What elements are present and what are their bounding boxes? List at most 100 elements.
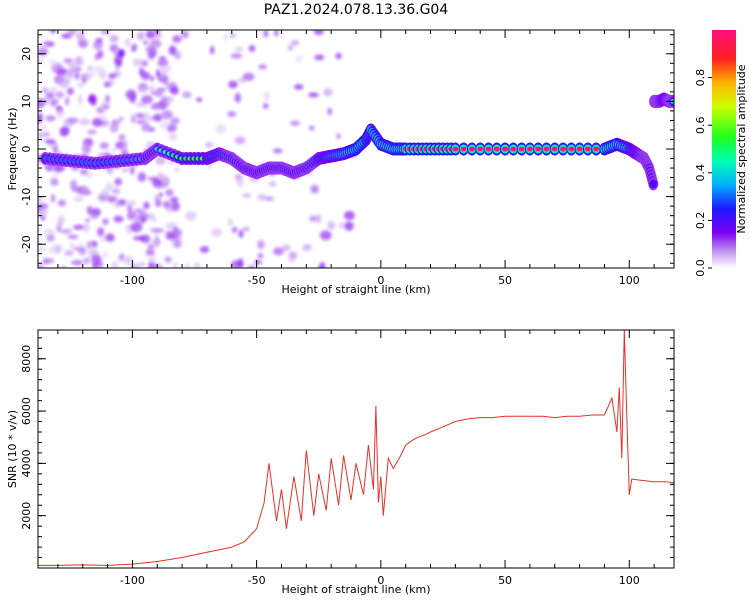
noise-blob [227, 110, 237, 118]
noise-blob [87, 129, 97, 135]
noise-blob [215, 124, 227, 134]
noise-blob [327, 220, 336, 230]
noise-blob [117, 199, 127, 206]
noise-blob [143, 201, 150, 210]
noise-blob [302, 243, 312, 252]
noise-blob [121, 167, 130, 173]
noise-blob [45, 91, 55, 100]
noise-blob [154, 239, 160, 245]
noise-blob [73, 224, 84, 230]
noise-blob [160, 176, 169, 187]
noise-blob [310, 184, 320, 194]
noise-blob [113, 45, 119, 56]
noise-blob [91, 254, 102, 265]
noise-blob [99, 115, 107, 121]
colorbar-label: Normalized spectral amplitude [735, 64, 748, 233]
noise-blob [127, 204, 133, 214]
noise-blob [96, 106, 105, 114]
noise-blob [242, 72, 255, 81]
noise-blob [67, 234, 79, 239]
noise-blob [71, 260, 84, 266]
noise-blob [155, 199, 162, 208]
noise-blob [111, 148, 117, 153]
noise-blob [151, 228, 160, 233]
ridge-core [452, 146, 459, 152]
noise-blob [148, 263, 158, 268]
noise-blob [205, 142, 214, 148]
noise-blob [39, 124, 48, 131]
noise-blob [143, 40, 148, 46]
noise-blob [157, 89, 162, 99]
noise-blob [258, 64, 267, 70]
y-tick-label: 8000 [20, 345, 33, 373]
noise-blob [38, 47, 49, 56]
noise-blob [288, 257, 295, 263]
noise-blob [153, 33, 162, 38]
noise-blob [80, 73, 92, 81]
noise-blob [156, 172, 164, 178]
y-tick-label: 10 [20, 94, 33, 108]
noise-blob [43, 139, 56, 144]
noise-blob [86, 205, 93, 215]
noise-blob [76, 31, 86, 42]
noise-blob [281, 244, 291, 252]
colorbar-tick-label: 0.6 [694, 116, 707, 134]
noise-blob [343, 210, 355, 221]
noise-blob [147, 255, 157, 262]
noise-blob [100, 235, 106, 243]
noise-blob [234, 47, 244, 52]
noise-blob [138, 82, 148, 89]
noise-blob [338, 222, 344, 229]
noise-blob [238, 229, 244, 239]
noise-blob [78, 118, 91, 126]
noise-blob [274, 30, 279, 37]
noise-blob [107, 196, 118, 203]
noise-blob [290, 40, 300, 46]
noise-blob [54, 244, 63, 254]
noise-blob [315, 214, 322, 224]
x-tick-label: 100 [619, 274, 640, 287]
noise-blob [242, 193, 252, 198]
noise-blob [262, 103, 269, 109]
noise-blob [129, 262, 140, 268]
snr-panel: -100 -50 0 50 100 2000 4000 6000 8000 Height of … [6, 329, 675, 596]
x-tick-label: 0 [377, 274, 384, 287]
noise-blob [73, 196, 84, 202]
ridge-core [543, 146, 550, 152]
noise-blob [149, 38, 162, 49]
noise-blob [137, 211, 149, 222]
y-tick-label: 4000 [20, 449, 33, 477]
noise-blob [78, 241, 85, 249]
noise-blob [44, 258, 55, 264]
noise-blob [86, 240, 97, 247]
noise-blob [126, 229, 133, 234]
ridge-core [485, 146, 492, 152]
noise-blob [185, 263, 190, 268]
colorbar: 0.0 0.2 0.4 0.6 0.8 Normalized spectral ampl… [694, 30, 748, 277]
noise-blob [234, 92, 242, 103]
noise-blob [309, 215, 318, 222]
noise-blob [87, 65, 93, 72]
noise-blob [95, 37, 103, 43]
noise-blob [56, 225, 62, 233]
x-tick-label: 100 [619, 574, 640, 587]
noise-blob [137, 60, 142, 69]
noise-blob [293, 84, 304, 90]
x-tick-label: -50 [248, 574, 266, 587]
noise-blob [163, 79, 169, 86]
colorbar-tick-label: 0.8 [694, 69, 707, 87]
noise-blob [199, 246, 210, 253]
noise-blob [181, 30, 189, 39]
noise-blob [170, 201, 180, 212]
noise-blob [141, 122, 151, 132]
noise-blob [173, 262, 178, 268]
noise-blob [49, 100, 58, 108]
noise-blob [45, 115, 56, 122]
ridge-core [560, 146, 567, 152]
noise-blob [61, 33, 72, 39]
noise-blob [66, 87, 74, 95]
noise-blob [151, 115, 162, 122]
y-tick-label: 2000 [20, 502, 33, 530]
noise-blob [55, 91, 65, 98]
noise-blob [159, 64, 172, 73]
